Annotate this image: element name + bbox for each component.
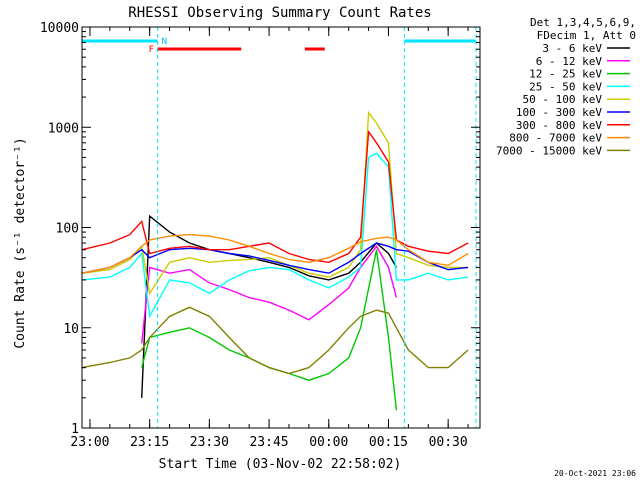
- axes: 1 10 100 1000 10000 23:00 23:15 23:30 23:45 00:00…: [40, 21, 481, 450]
- legend-label-1: 3 - 6 keV: [542, 42, 602, 55]
- legend-label-8: 800 - 7000 keV: [509, 132, 602, 145]
- legend-label-7: 300 - 800 keV: [516, 119, 602, 132]
- y-axis-label: Count Rate (s⁻¹ detector⁻¹): [13, 137, 28, 348]
- x-tick-label-3: 23:30: [190, 435, 229, 450]
- series-line-3: [141, 249, 398, 411]
- x-tick-label-6: 00:15: [369, 435, 408, 450]
- x-tick-label-7: 00:30: [429, 435, 468, 450]
- plot-area: NF: [81, 27, 477, 428]
- legend-label-3: 12 - 25 keV: [529, 68, 602, 81]
- legend-label-2: 6 - 12 keV: [536, 55, 603, 68]
- series-line-5: [81, 110, 469, 296]
- x-axis-label: Start Time (03-Nov-02 22:58:02): [159, 457, 402, 472]
- x-tick-label-2: 23:15: [130, 435, 169, 450]
- y-tick-label-5: 10000: [40, 21, 79, 36]
- y-tick-label-4: 1000: [48, 121, 79, 136]
- series-line-2: [141, 245, 398, 344]
- flare-label: F: [149, 45, 154, 55]
- legend-header-line-2: FDecim 1, Att 0: [537, 29, 636, 42]
- footer-date: 20-Oct-2021 23:06: [554, 469, 636, 478]
- legend-label-5: 50 - 100 keV: [523, 93, 603, 106]
- plot-frame: [81, 26, 481, 429]
- legend-header-line-1: Det 1,3,4,5,6,9,: [530, 16, 636, 29]
- series-line-6: [81, 242, 469, 274]
- chart-title: RHESSI Observing Summary Count Rates: [128, 5, 431, 21]
- legend-label-4: 25 - 50 keV: [529, 80, 602, 93]
- series-line-9: [81, 306, 469, 375]
- y-tick-label-1: 1: [71, 422, 79, 437]
- x-tick-label-5: 00:00: [309, 435, 348, 450]
- series-line-8: [81, 233, 469, 274]
- legend: Det 1,3,4,5,6,9, FDecim 1, Att 0 3 - 6 k…: [496, 16, 636, 157]
- y-tick-label-2: 10: [63, 322, 79, 337]
- x-tick-label-1: 23:00: [70, 435, 109, 450]
- legend-label-6: 100 - 300 keV: [516, 106, 602, 119]
- night-label: N: [162, 37, 167, 47]
- series-line-1: [141, 214, 398, 398]
- y-tick-label-3: 100: [56, 222, 79, 237]
- series-line-4: [81, 152, 469, 319]
- series-line-7: [81, 129, 469, 264]
- legend-label-9: 7000 - 15000 keV: [496, 144, 602, 157]
- x-tick-label-4: 23:45: [249, 435, 288, 450]
